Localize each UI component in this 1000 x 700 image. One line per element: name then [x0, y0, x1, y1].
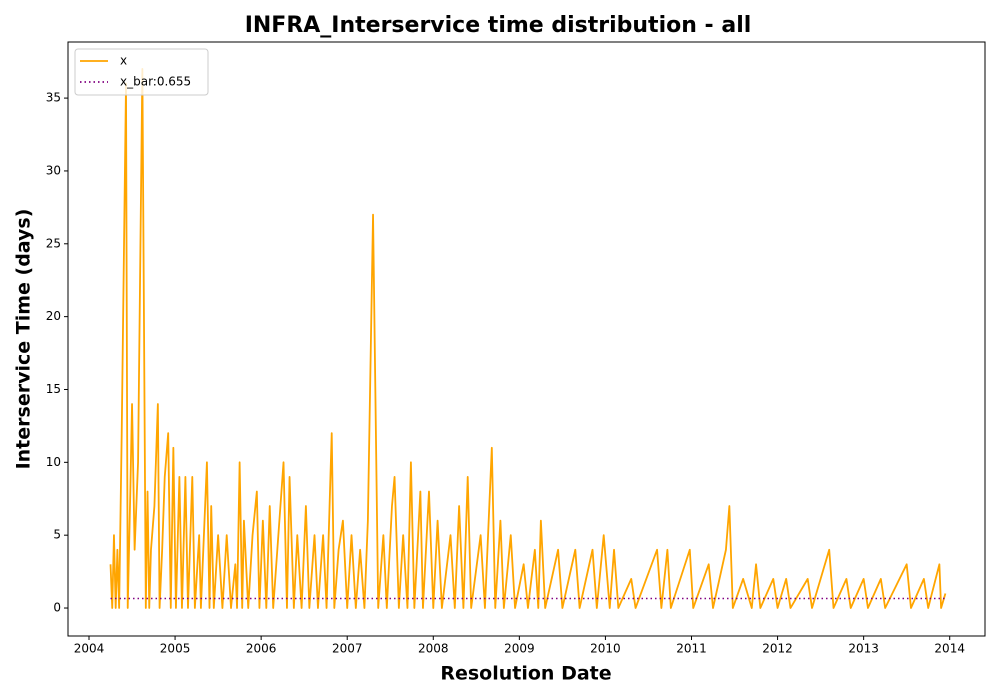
y-tick-label: 35 [46, 91, 61, 105]
x-tick-label: 2012 [762, 642, 793, 656]
x-tick-label: 2014 [934, 642, 965, 656]
y-tick-label: 20 [46, 309, 61, 323]
x-axis-label: Resolution Date [440, 663, 611, 685]
series-line [109, 68, 947, 609]
legend-label: x_bar:0.655 [120, 75, 191, 89]
x-tick-label: 2005 [160, 642, 191, 656]
x-tick-label: 2011 [676, 642, 707, 656]
x-tick-label: 2004 [74, 642, 105, 656]
y-tick-label: 10 [46, 455, 61, 469]
y-tick-label: 15 [46, 382, 61, 396]
y-tick-label: 25 [46, 236, 61, 250]
chart-title: INFRA_Interservice time distribution - a… [245, 13, 752, 38]
plot-frame [67, 41, 986, 637]
y-axis-label: Interservice Time (days) [13, 209, 35, 470]
legend-box [74, 48, 209, 96]
x-tick-label: 2006 [246, 642, 277, 656]
x-tick-label: 2009 [504, 642, 535, 656]
y-tick-label: 0 [53, 601, 61, 615]
x-tick-label: 2007 [332, 642, 363, 656]
y-tick-label: 30 [46, 163, 61, 177]
y-tick-label: 5 [53, 528, 61, 542]
x-tick-label: 2013 [848, 642, 879, 656]
x-tick-label: 2008 [418, 642, 449, 656]
x-tick-label: 2010 [590, 642, 621, 656]
legend-label: x [120, 54, 127, 68]
